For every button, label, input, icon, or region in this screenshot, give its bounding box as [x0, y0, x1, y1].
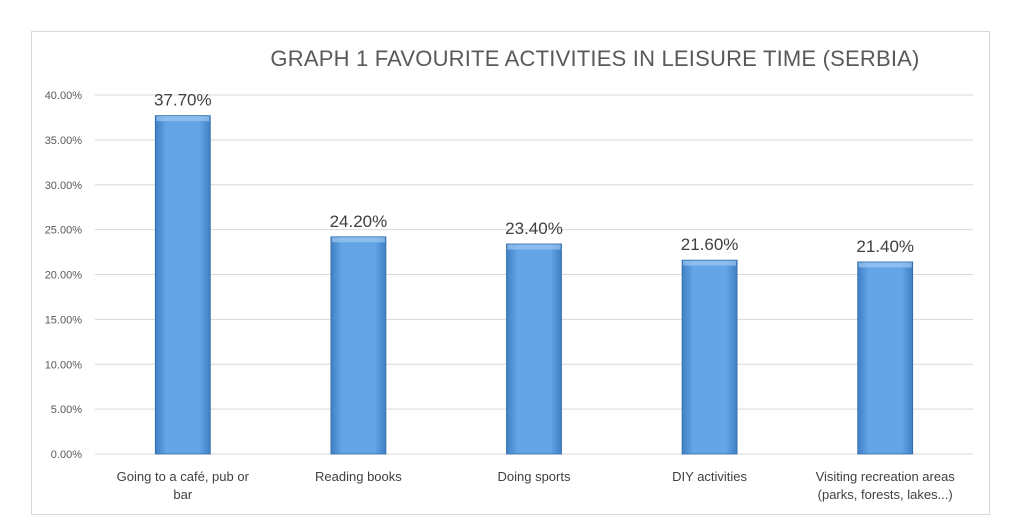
bar-top-highlight: [683, 260, 737, 266]
y-tick-label: 35.00%: [45, 135, 83, 147]
bar-top-highlight: [331, 237, 385, 243]
data-label: 21.40%: [856, 237, 914, 256]
bar: [681, 259, 738, 455]
category-label: DIY activities: [672, 469, 747, 484]
category-label: (parks, forests, lakes...): [818, 487, 953, 502]
bars: [154, 115, 914, 455]
bar: [857, 261, 914, 455]
bar: [330, 236, 387, 455]
data-label: 21.60%: [681, 235, 739, 254]
data-label: 24.20%: [330, 212, 388, 231]
data-label: 37.70%: [154, 91, 212, 110]
category-label: Reading books: [315, 469, 402, 484]
y-tick-label: 30.00%: [45, 180, 83, 192]
category-label: Doing sports: [498, 469, 571, 484]
category-label: Going to a café, pub or: [117, 469, 250, 484]
y-tick-label: 20.00%: [45, 270, 83, 282]
y-tick-label: 10.00%: [45, 359, 83, 371]
data-label: 23.40%: [505, 219, 563, 238]
y-tick-label: 25.00%: [45, 225, 83, 237]
chart-title: GRAPH 1 FAVOURITE ACTIVITIES IN LEISURE …: [270, 46, 920, 71]
bar-top-highlight: [858, 262, 912, 268]
y-tick-label: 40.00%: [45, 90, 83, 102]
bar-top-highlight: [156, 116, 210, 122]
y-tick-label: 0.00%: [51, 449, 82, 461]
category-labels: Going to a café, pub or bar Reading books D…: [117, 469, 956, 502]
bar: [154, 115, 211, 455]
y-axis-ticks: 0.00% 5.00% 10.00% 15.00% 20.00% 25.00% 30.00%…: [45, 90, 83, 461]
bar-top-highlight: [507, 244, 561, 250]
category-label: Visiting recreation areas: [816, 469, 956, 484]
y-tick-label: 15.00%: [45, 314, 83, 326]
category-label: bar: [173, 487, 192, 502]
bar: [506, 243, 562, 455]
y-tick-label: 5.00%: [51, 404, 82, 416]
data-labels: 37.70% 24.20% 23.40% 21.60% 21.40%: [154, 91, 914, 256]
